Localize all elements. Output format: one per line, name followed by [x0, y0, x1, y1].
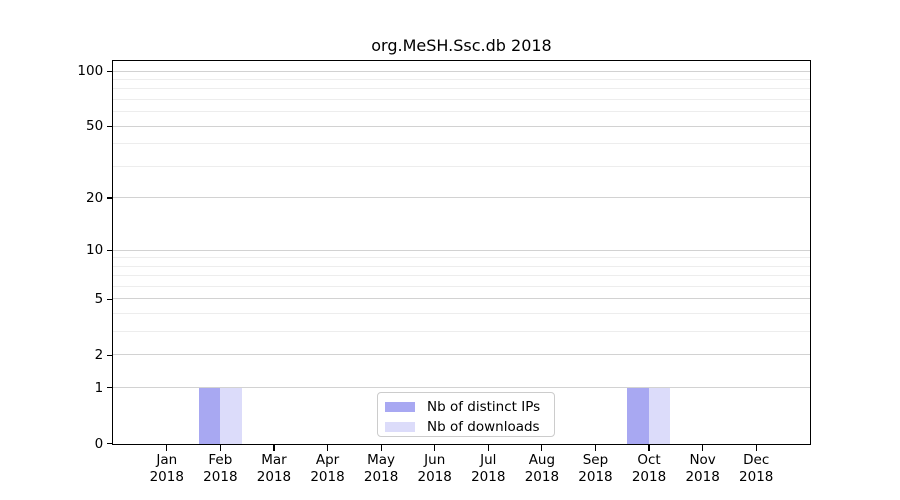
x-tick-mark — [273, 445, 275, 451]
x-tick-label: Jul 2018 — [453, 452, 523, 487]
x-tick-label-month: Jan — [156, 451, 178, 468]
x-tick-label: Jan 2018 — [132, 452, 202, 487]
y-gridline-minor — [113, 285, 810, 287]
x-tick-label-month: Dec — [743, 451, 770, 468]
x-tick-mark — [219, 445, 221, 451]
plot-area — [112, 60, 811, 445]
x-tick-label-month: Sep — [582, 451, 609, 468]
x-tick-mark — [594, 445, 597, 451]
x-tick-label-year: 2018 — [363, 469, 399, 486]
legend-item-distinct-ips: Nb of distinct IPs — [385, 399, 546, 415]
y-gridline-minor — [113, 275, 810, 277]
y-gridline-minor — [113, 88, 810, 90]
x-tick-label: Oct 2018 — [614, 452, 684, 487]
x-tick-label-month: Mar — [261, 451, 287, 468]
y-tick-label: 50 — [86, 118, 104, 135]
x-tick-label-year: 2018 — [149, 469, 184, 486]
x-tick-label-year: 2018 — [578, 469, 613, 486]
legend-label-distinct-ips: Nb of distinct IPs — [427, 399, 541, 415]
x-tick-mark — [326, 445, 329, 451]
y-tick-mark — [106, 443, 112, 445]
y-tick-label: 20 — [86, 190, 104, 206]
y-gridline-minor — [113, 143, 810, 145]
x-tick-mark — [487, 445, 489, 451]
legend-swatch-distinct-ips-icon — [385, 402, 415, 412]
y-gridline-major — [113, 249, 810, 251]
x-tick-label: Dec 2018 — [721, 452, 791, 487]
bar-downloads-feb — [220, 387, 242, 444]
y-tick-mark — [106, 125, 112, 127]
x-tick-label-month: Jun — [424, 451, 446, 468]
legend-item-downloads: Nb of downloads — [385, 419, 546, 435]
y-gridline-minor — [113, 98, 810, 100]
y-gridline-major — [113, 70, 810, 72]
x-tick-label: Nov 2018 — [668, 452, 738, 487]
legend-label-downloads: Nb of downloads — [427, 419, 540, 435]
y-tick-mark — [106, 70, 112, 72]
x-tick-label: May 2018 — [346, 452, 416, 487]
y-tick-label: 1 — [94, 379, 104, 396]
x-tick-label: Mar 2018 — [239, 452, 309, 487]
y-tick-mark — [106, 298, 112, 300]
y-tick-label: 2 — [94, 347, 104, 364]
y-gridline-minor — [113, 111, 810, 113]
x-tick-label-year: 2018 — [471, 469, 506, 486]
x-tick-mark — [434, 445, 436, 451]
y-tick-label: 10 — [86, 242, 104, 259]
x-tick-label-year: 2018 — [739, 469, 774, 486]
x-tick-label: Aug 2018 — [507, 452, 577, 487]
y-gridline-minor — [113, 265, 810, 267]
x-tick-label: Jun 2018 — [400, 452, 470, 487]
x-tick-label-year: 2018 — [417, 469, 452, 486]
x-tick-label-month: Aug — [528, 451, 556, 468]
y-tick-label: 5 — [94, 291, 104, 308]
x-tick-label-year: 2018 — [631, 469, 667, 486]
x-tick-label-year: 2018 — [685, 469, 720, 486]
y-gridline-major — [113, 298, 810, 300]
x-tick-mark — [166, 445, 168, 451]
x-tick-label-month: Apr — [315, 451, 340, 468]
x-tick-mark — [755, 445, 757, 451]
x-tick-label-month: May — [367, 451, 396, 468]
y-gridline-minor — [113, 257, 810, 259]
x-tick-label-year: 2018 — [256, 469, 292, 486]
x-tick-mark — [541, 445, 543, 451]
x-tick-label-month: Nov — [689, 451, 716, 468]
y-gridline-major — [113, 197, 810, 199]
x-tick-label-year: 2018 — [203, 469, 238, 486]
x-tick-label: Sep 2018 — [560, 452, 630, 487]
y-gridline-major — [113, 354, 810, 356]
x-tick-label-year: 2018 — [524, 469, 560, 486]
x-tick-label: Apr 2018 — [293, 452, 363, 487]
x-tick-mark — [380, 445, 382, 451]
y-tick-mark — [106, 354, 112, 356]
y-tick-mark — [106, 249, 112, 251]
bar-distinct-ips-feb — [198, 387, 221, 444]
chart-title: org.MeSH.Ssc.db 2018 — [371, 36, 552, 55]
bar-downloads-oct — [648, 387, 671, 444]
x-tick-mark — [702, 445, 704, 451]
x-tick-label-month: Feb — [208, 451, 233, 468]
legend: Nb of distinct IPs Nb of downloads — [377, 392, 555, 437]
legend-swatch-downloads-icon — [385, 422, 415, 432]
y-tick-mark — [106, 197, 112, 199]
y-tick-mark — [106, 387, 112, 389]
y-gridline-minor — [113, 313, 810, 315]
y-tick-label: 0 — [94, 435, 104, 452]
y-gridline-minor — [113, 78, 810, 80]
x-tick-label-month: Jul — [480, 451, 497, 468]
y-gridline-minor — [113, 165, 810, 167]
y-gridline-major — [113, 125, 810, 127]
bar-distinct-ips-oct — [627, 387, 649, 444]
y-gridline-major — [113, 387, 810, 389]
x-tick-mark — [648, 445, 650, 451]
x-tick-label-year: 2018 — [310, 469, 345, 486]
x-tick-label-month: Oct — [637, 451, 661, 468]
x-tick-label: Feb 2018 — [185, 452, 255, 487]
y-gridline-minor — [113, 331, 810, 333]
y-tick-label: 100 — [77, 63, 104, 80]
